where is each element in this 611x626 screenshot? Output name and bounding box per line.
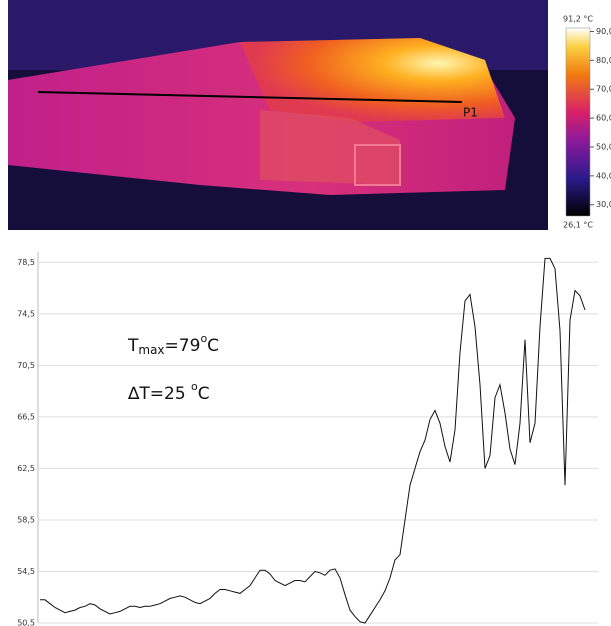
annotation: Tmax=79oC — [127, 332, 219, 357]
annotation-sup: o — [191, 380, 198, 393]
annotation-unit: C — [207, 336, 219, 356]
side-panel — [260, 110, 400, 185]
y-tick-label: 54,5 — [17, 567, 35, 576]
y-tick-label: 70,5 — [17, 361, 35, 370]
vent — [354, 144, 401, 186]
profile-line — [37, 91, 463, 103]
annotation-sup: o — [200, 332, 207, 345]
colorbar: 91,2 °C 26,1 °C 90,0 80,0 70,0 60,0 50,0 40,0… — [563, 15, 611, 230]
profile-chart: 50,554,558,562,566,570,574,578,5Tmax=79o… — [17, 252, 598, 626]
colorbar-max: 91,2 °C — [563, 15, 593, 24]
colorbar-tick-label: 70,0 — [596, 85, 611, 94]
y-tick-label: 78,5 — [17, 258, 35, 267]
colorbar-tick-label: 30,0 — [596, 200, 611, 209]
y-tick-label: 58,5 — [17, 515, 35, 524]
y-tick-label: 62,5 — [17, 464, 35, 473]
y-tick-label: 66,5 — [17, 412, 35, 421]
colorbar-tick-label: 80,0 — [596, 56, 611, 65]
colorbar-tick-label: 40,0 — [596, 171, 611, 180]
thermal-image: P1 — [8, 0, 548, 230]
annotation-base: T — [127, 336, 139, 356]
colorbar-tick-label: 90,0 — [596, 27, 611, 36]
marker-label: P1 — [463, 106, 478, 120]
colorbar-tick-label: 50,0 — [596, 142, 611, 151]
y-tick-label: 50,5 — [17, 619, 35, 626]
profile-line — [40, 257, 586, 624]
colorbar-min: 26,1 °C — [563, 221, 593, 230]
annotation: ∆T=25 oC — [127, 380, 210, 404]
annotation-sub: max — [138, 343, 164, 357]
y-tick-label: 74,5 — [17, 309, 35, 318]
colorbar-tick-label: 60,0 — [596, 114, 611, 123]
colorbar-gradient — [565, 27, 591, 217]
annotation-base: ∆T=25 — [127, 384, 191, 404]
annotation-rest: =79 — [165, 336, 201, 356]
annotation-unit: C — [198, 384, 210, 404]
